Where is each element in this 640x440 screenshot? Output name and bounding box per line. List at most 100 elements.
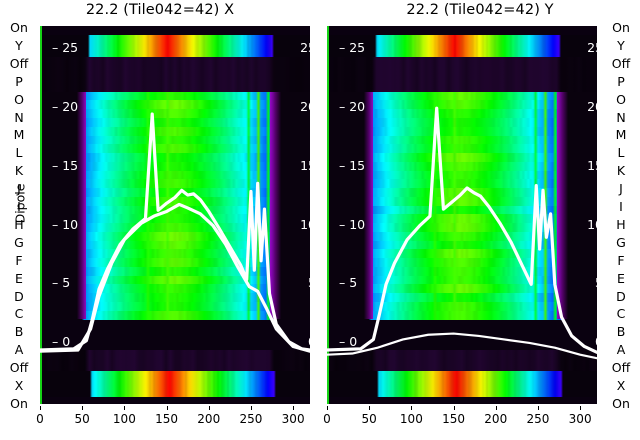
panel-y-ytick-25-left: – 25 [339,40,366,56]
panel-y-top-rainbow-band [327,35,597,57]
dipole-label-left-1: Y [15,37,23,53]
panel-x-ytick-5-right: 5 [308,275,310,290]
dipole-label-left-17: B [14,324,24,340]
panel-x-plot-area[interactable]: – 0 – 5 – 10 – 15 – 20 – 25 0 5 10 15 20 25 [40,26,310,404]
dipole-label-right-7: L [617,145,625,161]
dipole-label-left-7: L [15,145,23,161]
dipole-label-left-5: N [14,109,24,125]
dipole-label-left-11: H [14,216,24,232]
panel-y: 22.2 (Tile042=42) Y – 0– 5– 10– 15– 20– … [320,0,640,440]
panel-y-ytick-10-left: – 10 [339,216,366,232]
panel-y-plot-area[interactable]: – 0 – 5 – 10 – 15 – 20 – 25 0 5 10 15 20 25 [327,26,597,404]
panel-x-ytick-15-left: – 15 [52,157,79,173]
dipole-label-right-5: N [616,109,626,125]
dipole-label-left-9: J [17,181,21,197]
panel-x-xtickmark-200 [208,406,210,410]
curve-panel-y-overlay-baseline [327,332,597,360]
dipole-label-right-6: M [615,127,627,143]
panel-y-ytick-20-left: – 20 [339,99,366,115]
panel-x-ytick-0-left: – 0 [52,333,71,349]
panel-x-xticklabel-300: 300 [281,412,305,426]
dipole-label-left-19: Off [9,360,29,376]
panel-x-left-edge-marker [40,26,42,404]
dipole-label-left-6: M [13,127,25,143]
dipole-label-right-13: F [617,252,625,268]
dipole-label-right-12: G [616,234,626,250]
panel-y-ytick-0-right: 0 [595,334,597,349]
panel-x-xticklabel-200: 200 [197,412,221,426]
dipole-label-right-8: K [616,163,626,179]
panel-y-xtickmark-0 [327,406,328,410]
curve-panel-x-overlay-secondary [40,202,310,353]
dipole-label-left-4: O [14,91,24,107]
panel-x-ytick-15-right: 15 [300,157,310,173]
dipole-label-left-13: F [15,252,23,268]
panel-x: 22.2 (Tile042=42) X – 0– 5– 10– 15– 20– … [36,2,310,426]
panel-x-xtickmark-150 [166,406,168,410]
dipole-label-left-16: C [14,306,24,322]
panel-y-xtickmark-300 [580,406,582,410]
dipole-label-right-16: C [616,306,626,322]
dipole-label-right-1: Y [617,37,625,53]
panel-x-lower-dark-band [40,350,310,372]
dipole-label-left-18: A [14,342,24,358]
panel-x-ytick-0-right: 0 [308,334,310,349]
dipole-label-left-2: Off [9,55,29,71]
dipole-label-right-21: On [612,396,630,411]
panel-y-xtickmark-200 [495,406,497,410]
dipole-label-right-17: B [616,324,626,340]
panel-x-ytick-20-right: 20 [300,99,310,115]
panel-x-xticklabel-100: 100 [112,412,136,426]
dipole-label-right-19: Off [611,360,631,376]
dipole-label-right-4: O [616,91,626,107]
panel-x-xtickmark-300 [293,406,295,410]
panel-y-title: 22.2 (Tile042=42) Y [406,2,554,18]
dipole-label-right-14: E [617,270,625,286]
panel-y-ytick-15-left: – 15 [339,157,366,173]
panel-x-xticklabel-0: 0 [36,412,44,426]
panel-y-overlay-curves [327,106,597,360]
panel-y-ytick-25-right: 25 [587,40,597,56]
panel-y-xticklabel-300: 300 [568,412,592,426]
panel-x-main-heatmap-block [40,91,310,321]
panel-y-left-edge-marker [327,26,329,404]
panel-x-ytick-25-left: – 25 [52,40,79,56]
panel-y-xtickmark-150 [453,406,455,410]
dipole-label-left-20: X [14,378,24,394]
panel-y-ytick-20-right: 20 [587,99,597,115]
dipole-label-left-0: On [10,20,28,35]
dipole-label-left-21: On [10,396,28,411]
dipole-label-left-3: P [15,73,23,89]
panel-y-ytick-10-right: 10 [587,216,597,232]
panel-x-xtickmark-100 [124,406,126,410]
dipole-label-right-9: J [619,181,623,197]
dipole-label-left-8: K [14,163,24,179]
panel-x-xtickmark-250 [250,406,252,410]
panel-x-ytick-10-right: 10 [300,216,310,232]
panel-y-upper-dark-band [327,56,597,92]
dipole-label-right-0: On [612,20,630,35]
panel-x-xticklabel-250: 250 [239,412,263,426]
panel-y-bottom-rainbow-band [327,371,597,397]
panel-y-xticklabel-100: 100 [399,412,423,426]
dipole-label-right-2: Off [611,55,631,71]
panel-y-xticklabel-250: 250 [526,412,550,426]
panel-x-top-rainbow-band [40,35,310,57]
panel-x-ytick-20-left: – 20 [52,99,79,115]
panel-x-xticklabel-150: 150 [155,412,179,426]
panel-x-ytick-5-left: – 5 [52,275,71,291]
dipole-label-left-15: D [14,288,24,304]
panel-y-ytick-5-left: – 5 [339,275,358,291]
dipole-axis-right: On Y Off P O N M L K J I H G F E D C B A Off X On [604,0,638,440]
panel-y-xticklabel-200: 200 [484,412,508,426]
panel-x-xtickmark-0 [40,406,41,410]
curve-panel-y-overlay-main [327,106,597,354]
panel-y-xtickmark-100 [411,406,413,410]
dipole-label-right-10: I [619,199,623,215]
dipole-label-right-3: P [617,73,625,89]
panel-x-xticklabel-50: 50 [74,412,90,426]
panel-y-xticklabel-0: 0 [323,412,331,426]
dipole-label-right-20: X [616,378,626,394]
panel-x-bottom-rainbow-band [40,371,310,397]
